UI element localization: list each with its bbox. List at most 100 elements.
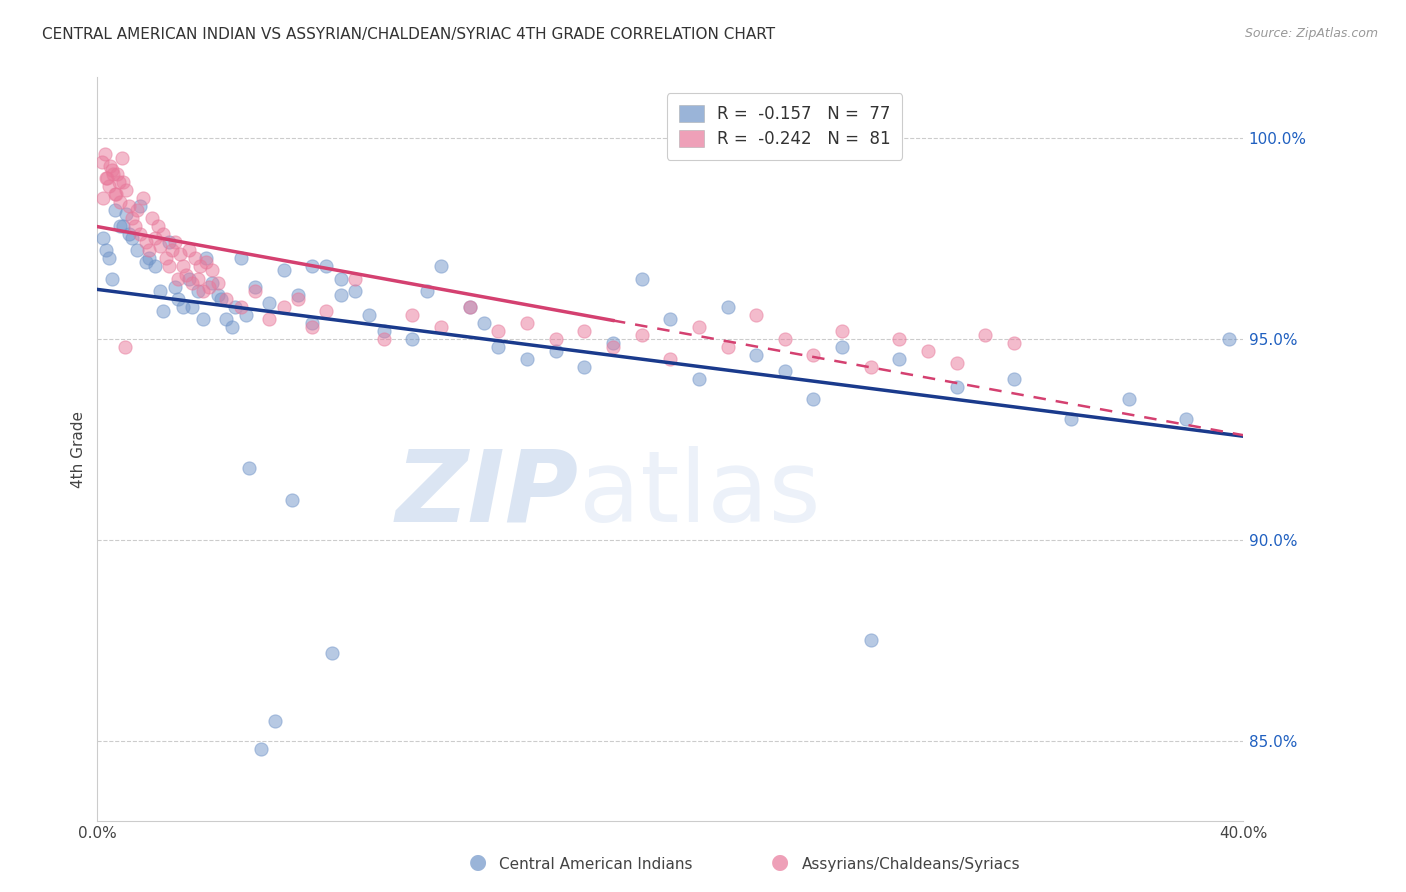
Point <box>315 260 337 274</box>
Point <box>889 351 911 366</box>
Point <box>602 335 624 350</box>
Point <box>108 175 131 189</box>
Point <box>127 244 149 258</box>
Point <box>359 308 381 322</box>
Point <box>138 252 160 266</box>
Point <box>273 300 295 314</box>
Point <box>321 646 343 660</box>
Point <box>135 255 157 269</box>
Point <box>103 187 125 202</box>
Point <box>177 244 200 258</box>
Point <box>114 340 136 354</box>
Text: Assyrians/Chaldeans/Syriacs: Assyrians/Chaldeans/Syriacs <box>801 857 1019 872</box>
Point <box>91 191 114 205</box>
Point <box>127 203 149 218</box>
Point <box>195 255 218 269</box>
Point <box>100 163 122 178</box>
Point <box>264 714 287 728</box>
Point <box>602 340 624 354</box>
Point <box>945 356 967 370</box>
Point <box>659 311 682 326</box>
Point <box>157 235 180 250</box>
Point <box>135 235 157 250</box>
Text: Central American Indians: Central American Indians <box>499 857 693 872</box>
Point <box>115 183 138 197</box>
Point <box>315 303 337 318</box>
Point <box>172 260 194 274</box>
Point <box>187 271 209 285</box>
Point <box>121 211 143 226</box>
Point <box>152 303 174 318</box>
Point <box>160 244 183 258</box>
Point <box>124 219 146 234</box>
Point <box>659 351 682 366</box>
Point <box>190 260 212 274</box>
Point <box>149 239 172 253</box>
Point <box>155 252 177 266</box>
Point <box>257 295 280 310</box>
Point <box>207 276 229 290</box>
Text: ZIP: ZIP <box>395 446 578 542</box>
Point <box>889 332 911 346</box>
Point <box>112 219 135 234</box>
Point <box>112 175 135 189</box>
Point <box>132 191 155 205</box>
Point <box>544 332 567 346</box>
Point <box>97 179 120 194</box>
Text: atlas: atlas <box>578 446 820 542</box>
Point <box>344 284 367 298</box>
Point <box>745 308 768 322</box>
Point <box>118 199 141 213</box>
Point <box>138 244 160 258</box>
Point <box>486 324 509 338</box>
Point <box>97 252 120 266</box>
Point <box>716 300 738 314</box>
Point <box>430 260 453 274</box>
Point <box>198 279 221 293</box>
Point <box>201 263 224 277</box>
Point <box>143 231 166 245</box>
Point <box>430 319 453 334</box>
Point <box>401 308 423 322</box>
Point <box>472 316 495 330</box>
Point <box>773 364 796 378</box>
Legend: R =  -0.157   N =  77, R =  -0.242   N =  81: R = -0.157 N = 77, R = -0.242 N = 81 <box>666 93 903 160</box>
Point <box>187 284 209 298</box>
Point <box>221 319 243 334</box>
Point <box>115 207 138 221</box>
Point <box>224 300 246 314</box>
Point <box>1060 412 1083 426</box>
Point <box>831 340 853 354</box>
Point <box>716 340 738 354</box>
Point <box>110 195 132 210</box>
Point <box>121 231 143 245</box>
Point <box>416 284 439 298</box>
Point <box>180 300 202 314</box>
Point <box>257 311 280 326</box>
Point <box>458 300 481 314</box>
Point <box>180 276 202 290</box>
Point <box>98 159 121 173</box>
Point <box>163 279 186 293</box>
Point <box>516 316 538 330</box>
Point <box>177 271 200 285</box>
Point <box>169 247 191 261</box>
Point <box>486 340 509 354</box>
Y-axis label: 4th Grade: 4th Grade <box>72 411 86 488</box>
Point <box>373 332 395 346</box>
Point <box>688 319 710 334</box>
Point <box>111 151 134 165</box>
Point <box>401 332 423 346</box>
Point <box>118 227 141 242</box>
Point <box>238 460 260 475</box>
Point <box>129 227 152 242</box>
Point <box>100 271 122 285</box>
Point <box>301 316 323 330</box>
Point <box>458 300 481 314</box>
Point <box>329 271 352 285</box>
Point <box>630 271 652 285</box>
Point <box>945 380 967 394</box>
Point <box>146 219 169 234</box>
Point <box>287 287 309 301</box>
Point <box>1174 412 1197 426</box>
